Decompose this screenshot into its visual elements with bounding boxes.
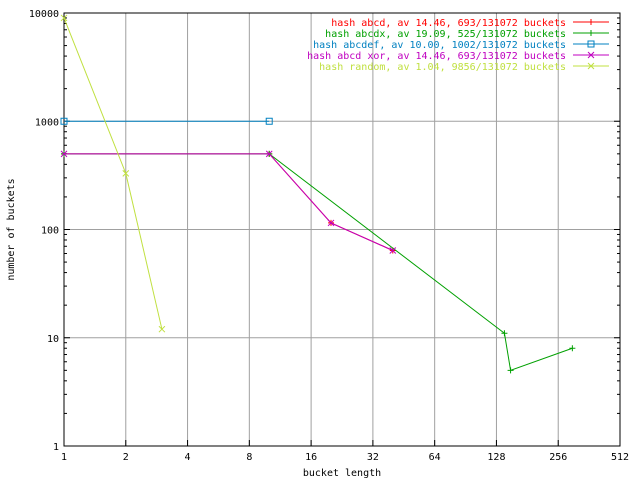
legend-entry: hash abcd xor, av 14.46, 693/131072 buck… — [307, 51, 609, 62]
x-tick-label: 4 — [185, 452, 191, 463]
series-1 — [61, 150, 396, 254]
data-point — [60, 150, 68, 158]
data-point — [158, 325, 166, 333]
data-point — [587, 40, 595, 48]
data-point — [587, 51, 595, 59]
y-tick-label: 10000 — [29, 9, 59, 20]
series-line — [64, 153, 393, 251]
data-point — [588, 19, 594, 25]
x-tick-label: 2 — [123, 452, 129, 463]
series-3 — [60, 117, 273, 125]
legend-entry: hash random, av 1.04, 9856/131072 bucket… — [319, 62, 609, 73]
series-line — [64, 153, 393, 251]
x-tick-label: 128 — [487, 452, 505, 463]
x-tick-label: 1 — [61, 452, 67, 463]
legend-label: hash random, av 1.04, 9856/131072 bucket… — [319, 62, 566, 73]
series-2 — [61, 150, 576, 374]
x-ticks: 1 2 4 8 16 32 64 128 256 512 — [61, 440, 629, 463]
data-point — [501, 330, 508, 337]
data-point — [389, 247, 397, 254]
y-tick-label: 1 — [53, 442, 59, 453]
y-axis-label: number of buckets — [6, 178, 17, 280]
x-tick-label: 512 — [611, 452, 629, 463]
legend-label: hash abcdef, av 10.00, 1002/131072 bucke… — [313, 40, 566, 51]
data-point — [60, 117, 68, 125]
x-tick-label: 8 — [246, 452, 252, 463]
legend-label: hash abcd xor, av 14.46, 693/131072 buck… — [307, 51, 566, 62]
data-point — [265, 117, 273, 125]
y-tick-label: 10 — [47, 334, 59, 345]
legend-entry: hash abcdef, av 10.00, 1002/131072 bucke… — [313, 40, 609, 51]
data-point — [122, 170, 130, 177]
data-point — [588, 30, 594, 36]
y-tick-label: 1000 — [35, 117, 59, 128]
x-tick-label: 32 — [367, 452, 379, 463]
x-axis-label: bucket length — [303, 468, 381, 479]
y-ticks: 1 10 100 1000 10000 — [29, 9, 620, 453]
data-point — [569, 345, 576, 352]
legend-label: hash abcdx, av 19.09, 525/131072 buckets — [325, 29, 566, 40]
data-point — [60, 14, 68, 22]
legend-entry: hash abcd, av 14.46, 693/131072 buckets — [331, 18, 609, 29]
data-point — [265, 150, 273, 158]
data-point — [327, 219, 335, 227]
x-tick-label: 16 — [305, 452, 317, 463]
grid — [64, 13, 620, 446]
series-layer — [60, 14, 576, 374]
x-tick-label: 256 — [549, 452, 567, 463]
series-5 — [60, 14, 166, 333]
legend: hash abcd, av 14.46, 693/131072 bucketsh… — [307, 18, 609, 73]
x-tick-label: 64 — [429, 452, 441, 463]
legend-label: hash abcd, av 14.46, 693/131072 buckets — [331, 18, 566, 29]
legend-entry: hash abcdx, av 19.09, 525/131072 buckets — [325, 29, 609, 40]
series-4 — [60, 150, 397, 254]
y-tick-label: 100 — [41, 226, 59, 237]
series-line — [63, 17, 163, 330]
data-point — [507, 367, 514, 374]
data-point — [587, 62, 595, 70]
